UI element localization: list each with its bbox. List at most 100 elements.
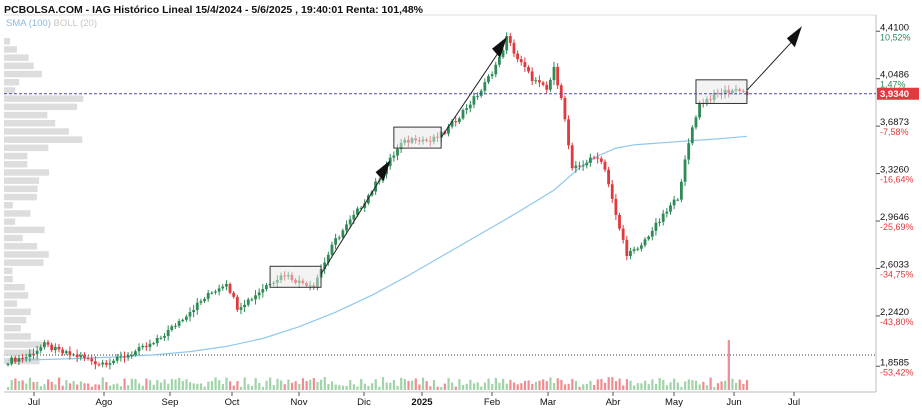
sma-legend-label[interactable]: SMA (100) (6, 18, 51, 29)
price-tick-label: 3,6873 (880, 117, 909, 128)
volume-profile-bar (4, 79, 20, 86)
volume-bar (735, 383, 738, 390)
volume-bar (123, 378, 126, 390)
volume-bar (425, 381, 428, 390)
candle-body (250, 299, 254, 301)
candle-body (203, 298, 206, 302)
boll-legend-label[interactable]: BOLL (20) (53, 18, 98, 29)
candle-body (108, 363, 112, 365)
volume-bar (698, 384, 701, 390)
candle-body (257, 292, 261, 296)
volume-bar (534, 381, 537, 390)
volume-bar (731, 378, 734, 390)
consolidation-box (695, 79, 748, 104)
volume-bar (174, 379, 177, 390)
indicator-legend: SMA (100) BOLL (20) (6, 18, 97, 29)
volume-bar (462, 384, 465, 390)
candle-body (516, 53, 519, 60)
candle-body (363, 203, 367, 208)
volume-bar (487, 378, 490, 390)
volume-bar (148, 380, 152, 390)
volume-bar (582, 384, 585, 390)
candle-body (603, 161, 607, 170)
volume-bar (10, 379, 13, 390)
volume-profile-bar (4, 292, 29, 299)
candle-body (192, 310, 196, 313)
price-tick-label: 4,0486 (880, 70, 909, 81)
volume-profile-bar (4, 325, 21, 332)
candle-body (359, 207, 363, 209)
volume-profile-bar (4, 193, 37, 201)
volume-bars (7, 340, 749, 390)
volume-bar (225, 377, 228, 390)
volume-bar (214, 377, 217, 390)
candle-body (523, 62, 527, 68)
volume-bar (407, 381, 410, 390)
volume-bar (738, 379, 741, 390)
volume-bar (451, 382, 454, 390)
volume-bar (54, 384, 57, 390)
volume-bar (229, 381, 232, 390)
volume-bar (673, 378, 676, 390)
volume-bar (574, 380, 578, 390)
volume-profile-bar (4, 136, 83, 143)
volume-bar (72, 381, 75, 390)
candle-body (210, 292, 214, 294)
candle-body (134, 351, 137, 355)
time-tick-label: May (665, 397, 683, 408)
volume-bar (680, 386, 683, 390)
volume-bar (403, 378, 406, 390)
volume-bar (360, 379, 363, 390)
volume-bar (98, 384, 101, 390)
volume-bar (192, 383, 195, 390)
volume-bar (636, 383, 639, 390)
candle-body (476, 95, 479, 97)
volume-bar (76, 384, 79, 390)
volume-bar (593, 385, 596, 390)
candle-body (356, 208, 359, 215)
candle-body (195, 302, 199, 311)
volume-bar (14, 378, 17, 390)
candle-body (508, 35, 512, 43)
volume-bar (469, 379, 472, 390)
volume-bar (527, 380, 530, 390)
volume-bar (523, 380, 527, 390)
candle-body (261, 289, 265, 293)
volume-bar (141, 385, 144, 390)
volume-profile-bar (4, 284, 25, 291)
candle-body (83, 355, 86, 358)
volume-bar (363, 383, 366, 390)
volume-profile-bar (4, 316, 27, 324)
price-tick-label: 4,4100 (880, 22, 909, 33)
candle-body (119, 356, 123, 358)
volume-bar (327, 383, 330, 390)
volume-bar (138, 383, 141, 390)
candle-body (578, 165, 581, 167)
candle-body (326, 254, 330, 263)
volume-bar (607, 377, 610, 390)
candle-body (79, 355, 83, 358)
volume-profile-bar (4, 128, 69, 135)
volume-bar (476, 382, 479, 390)
candle-body (90, 358, 94, 362)
candle-body (468, 104, 472, 109)
candle-body (46, 342, 50, 345)
volume-bar (32, 381, 35, 390)
candle-body (50, 344, 54, 351)
volume-bar (309, 379, 312, 390)
candle-body (534, 80, 538, 82)
candle-body (166, 329, 170, 336)
candle-body (123, 356, 126, 358)
candle-body (461, 109, 465, 119)
candle-body (334, 238, 337, 245)
volume-bar (39, 386, 42, 390)
candle-body (366, 195, 370, 204)
volume-bar (367, 385, 370, 390)
candle-body (574, 165, 578, 169)
volume-bar (440, 386, 443, 390)
candle-body (246, 299, 250, 305)
volume-bar (105, 382, 108, 390)
volume-bar (596, 379, 599, 390)
candle-body (548, 79, 552, 90)
